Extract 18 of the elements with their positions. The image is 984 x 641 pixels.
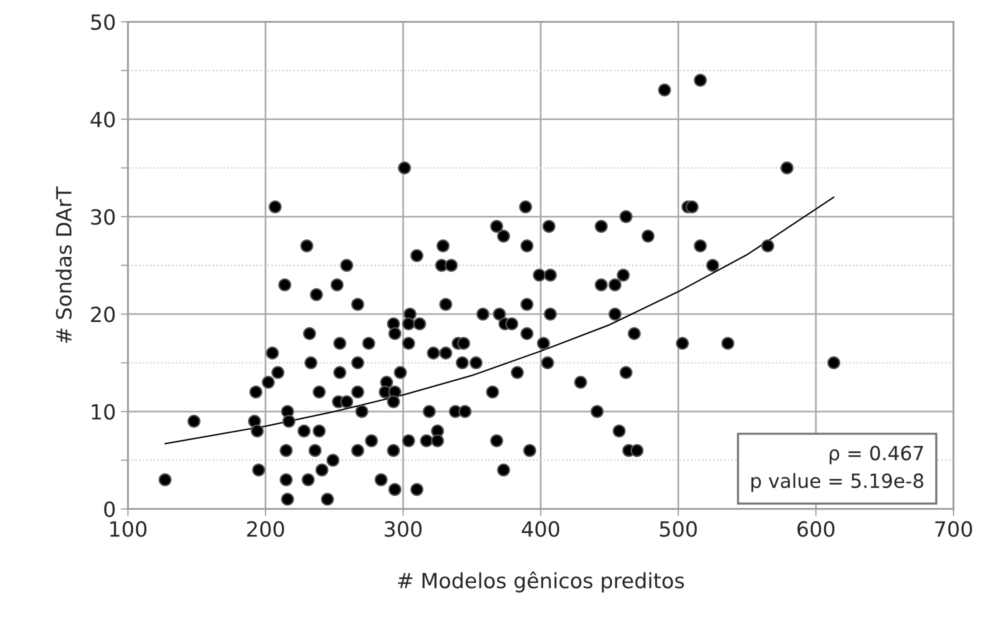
- y-tick-label: 30: [91, 209, 115, 225]
- y-tick-label: 20: [91, 306, 115, 322]
- x-tick-label: 600: [797, 521, 834, 537]
- x-tick-label: 400: [522, 521, 560, 537]
- y-tick-label: 0: [104, 501, 115, 518]
- x-axis-title: # Modelos gênicos preditos: [398, 571, 684, 592]
- annotation: p value = 5.19e-8: [751, 473, 924, 492]
- annotation: ρ = 0.467: [830, 446, 923, 464]
- x-tick-label: 700: [935, 521, 972, 537]
- y-axis-title: # Sondas DArT: [56, 186, 72, 343]
- y-tick-label: 10: [92, 404, 115, 420]
- line-series: [164, 196, 834, 444]
- y-tick-label: 40: [90, 112, 115, 128]
- y-tick-label: 50: [91, 14, 115, 30]
- x-tick-label: 300: [384, 521, 422, 537]
- x-tick-label: 100: [110, 521, 146, 537]
- x-tick-label: 500: [660, 521, 697, 537]
- x-tick-label: 200: [247, 521, 284, 537]
